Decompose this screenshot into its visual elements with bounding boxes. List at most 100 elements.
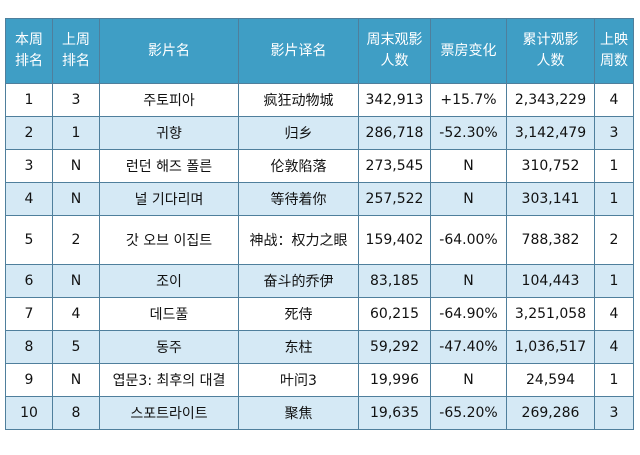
title-cell: 조이 bbox=[99, 264, 239, 298]
header-label-line: 周数 bbox=[600, 53, 628, 69]
weeks-cell: 4 bbox=[594, 297, 634, 331]
col-header-total: 累计观影 人数 bbox=[506, 18, 595, 84]
col-header-title: 影片名 bbox=[99, 18, 239, 84]
weeks-cell: 1 bbox=[594, 363, 634, 397]
change-cell: -47.40% bbox=[430, 330, 507, 364]
title-cell: 데드풀 bbox=[99, 297, 239, 331]
header-label-line: 排名 bbox=[62, 53, 90, 69]
total-admissions-cell: 3,251,058 bbox=[506, 297, 595, 331]
total-admissions-cell: 24,594 bbox=[506, 363, 595, 397]
cn-title-cell: 叶问3 bbox=[238, 363, 359, 397]
weekend-admissions-cell: 286,718 bbox=[358, 116, 431, 150]
col-header-rank: 本周 排名 bbox=[5, 18, 53, 84]
table-row: 3 N 런던 해즈 폴른 伦敦陷落 273,545 N 310,752 1 bbox=[5, 149, 634, 183]
last-rank-cell: 2 bbox=[52, 215, 100, 265]
last-rank-cell: 3 bbox=[52, 83, 100, 117]
weekend-admissions-cell: 83,185 bbox=[358, 264, 431, 298]
change-cell: N bbox=[430, 182, 507, 216]
header-label-line: 影片名 bbox=[148, 42, 190, 59]
weekend-admissions-cell: 19,635 bbox=[358, 396, 431, 430]
weeks-cell: 1 bbox=[594, 149, 634, 183]
change-cell: -64.90% bbox=[430, 297, 507, 331]
rank-cell: 1 bbox=[5, 83, 53, 117]
header-label-line: 人数 bbox=[536, 53, 565, 69]
last-rank-cell: 8 bbox=[52, 396, 100, 430]
change-cell: -65.20% bbox=[430, 396, 507, 430]
col-header-last-rank: 上周 排名 bbox=[52, 18, 100, 84]
header-label-line: 人数 bbox=[380, 53, 409, 69]
total-admissions-cell: 104,443 bbox=[506, 264, 595, 298]
header-row: 本周 排名 上周 排名 影片名 影片译名 周末观影 人数 票房变化 累计观影 人数 上映 周数 bbox=[5, 18, 634, 84]
title-cell: 동주 bbox=[99, 330, 239, 364]
cn-title-cell: 疯狂动物城 bbox=[238, 83, 359, 117]
weeks-cell: 1 bbox=[594, 264, 634, 298]
last-rank-cell: N bbox=[52, 264, 100, 298]
table-row: 1 3 주토피아 疯狂动物城 342,913 +15.7% 2,343,229 4 bbox=[5, 83, 634, 117]
title-cell: 런던 해즈 폴른 bbox=[99, 149, 239, 183]
rank-cell: 2 bbox=[5, 116, 53, 150]
cn-title-cell: 归乡 bbox=[238, 116, 359, 150]
table-row: 6 N 조이 奋斗的乔伊 83,185 N 104,443 1 bbox=[5, 264, 634, 298]
title-cell: 널 기다리며 bbox=[99, 182, 239, 216]
weekend-admissions-cell: 159,402 bbox=[358, 215, 431, 265]
last-rank-cell: 4 bbox=[52, 297, 100, 331]
rank-cell: 3 bbox=[5, 149, 53, 183]
header-label-line: 上映 bbox=[600, 32, 628, 48]
rank-cell: 6 bbox=[5, 264, 53, 298]
rank-cell: 10 bbox=[5, 396, 53, 430]
title-cell: 주토피아 bbox=[99, 83, 239, 117]
weekend-admissions-cell: 60,215 bbox=[358, 297, 431, 331]
col-header-cn-title: 影片译名 bbox=[238, 18, 359, 84]
weeks-cell: 1 bbox=[594, 182, 634, 216]
cn-title-cell: 伦敦陷落 bbox=[238, 149, 359, 183]
last-rank-cell: N bbox=[52, 149, 100, 183]
rank-cell: 5 bbox=[5, 215, 53, 265]
header-label-line: 票房变化 bbox=[440, 42, 497, 59]
table-row: 10 8 스포트라이트 聚焦 19,635 -65.20% 269,286 3 bbox=[5, 396, 634, 430]
rank-cell: 8 bbox=[5, 330, 53, 364]
rank-cell: 9 bbox=[5, 363, 53, 397]
total-admissions-cell: 310,752 bbox=[506, 149, 595, 183]
cn-title-cell: 奋斗的乔伊 bbox=[238, 264, 359, 298]
header-label-line: 影片译名 bbox=[270, 42, 327, 59]
header-label-line: 本周 bbox=[15, 32, 43, 48]
table-row: 7 4 데드풀 死侍 60,215 -64.90% 3,251,058 4 bbox=[5, 297, 634, 331]
title-cell: 귀향 bbox=[99, 116, 239, 150]
header-label-line: 周末观影 bbox=[366, 32, 423, 48]
title-cell: 갓 오브 이집트 bbox=[99, 215, 239, 265]
col-header-weekend: 周末观影 人数 bbox=[358, 18, 431, 84]
cn-title-cell: 聚焦 bbox=[238, 396, 359, 430]
table-row: 9 N 엽문3: 최후의 대결 叶问3 19,996 N 24,594 1 bbox=[5, 363, 634, 397]
change-cell: N bbox=[430, 363, 507, 397]
last-rank-cell: N bbox=[52, 182, 100, 216]
weeks-cell: 2 bbox=[594, 215, 634, 265]
col-header-change: 票房变化 bbox=[430, 18, 507, 84]
change-cell: N bbox=[430, 264, 507, 298]
change-cell: -64.00% bbox=[430, 215, 507, 265]
box-office-table: 本周 排名 上周 排名 影片名 影片译名 周末观影 人数 票房变化 累计观影 人数 上映 周数 1 3 주토… bbox=[5, 18, 634, 430]
title-cell: 엽문3: 최후의 대결 bbox=[99, 363, 239, 397]
cn-title-cell: 等待着你 bbox=[238, 182, 359, 216]
header-label-line: 上周 bbox=[62, 32, 90, 48]
weekend-admissions-cell: 19,996 bbox=[358, 363, 431, 397]
weekend-admissions-cell: 59,292 bbox=[358, 330, 431, 364]
weekend-admissions-cell: 273,545 bbox=[358, 149, 431, 183]
last-rank-cell: N bbox=[52, 363, 100, 397]
weekend-admissions-cell: 342,913 bbox=[358, 83, 431, 117]
weekend-admissions-cell: 257,522 bbox=[358, 182, 431, 216]
cn-title-cell: 东柱 bbox=[238, 330, 359, 364]
change-cell: +15.7% bbox=[430, 83, 507, 117]
weeks-cell: 4 bbox=[594, 330, 634, 364]
title-cell: 스포트라이트 bbox=[99, 396, 239, 430]
total-admissions-cell: 2,343,229 bbox=[506, 83, 595, 117]
cn-title-cell: 神战：权力之眼 bbox=[238, 215, 359, 265]
table-body: 1 3 주토피아 疯狂动物城 342,913 +15.7% 2,343,229 4 2 1 귀향 归乡… bbox=[5, 83, 634, 430]
total-admissions-cell: 303,141 bbox=[506, 182, 595, 216]
weeks-cell: 4 bbox=[594, 83, 634, 117]
last-rank-cell: 5 bbox=[52, 330, 100, 364]
total-admissions-cell: 788,382 bbox=[506, 215, 595, 265]
weeks-cell: 3 bbox=[594, 116, 634, 150]
header-label-line: 累计观影 bbox=[522, 32, 579, 48]
